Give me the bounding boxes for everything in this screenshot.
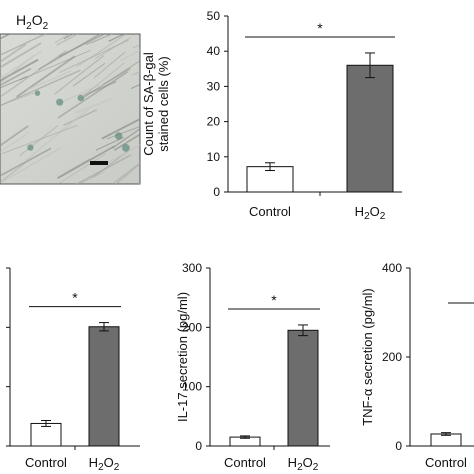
micrograph-panel (0, 33, 141, 185)
fiber-stroke (93, 51, 126, 79)
y-tick-label: 0 (213, 185, 220, 199)
fiber-stroke (101, 117, 140, 140)
fiber-stroke (85, 34, 114, 46)
y-tick-label: 20 (207, 115, 221, 129)
fiber-stroke (120, 49, 140, 61)
fiber-stroke (0, 147, 62, 184)
category-label: Control (25, 455, 67, 470)
y-tick-label: 0 (395, 439, 402, 453)
fiber-stroke (0, 34, 12, 40)
micrograph-label: H2O2 (16, 12, 49, 32)
fiber-stroke (63, 109, 98, 126)
fiber-stroke (0, 69, 81, 107)
fiber-stroke (0, 92, 35, 106)
fiber-stroke (0, 34, 47, 56)
fiber-stroke (58, 39, 129, 74)
fiber-stroke (0, 43, 27, 64)
chart-tnfa: 0 200 400 Control TNF-α secretion (pg/ml) (360, 261, 474, 470)
cell-fiber-texture (0, 34, 140, 184)
y-tick-label: 30 (207, 79, 221, 93)
fiber-stroke (0, 50, 43, 80)
significance-star: * (271, 292, 277, 308)
fiber-stroke (0, 42, 42, 69)
fiber-stroke (112, 128, 140, 149)
bar-h2o2 (287, 329, 319, 447)
y-tick-label: 10 (207, 150, 221, 164)
bar-h2o2 (346, 64, 394, 193)
chart-sa-gal: 0 10 20 30 40 50 Control H2O2 * Count of SA-β-gal… (141, 9, 402, 222)
significance-star: * (72, 290, 78, 306)
fiber-stroke (74, 97, 114, 114)
fiber-stroke (107, 144, 140, 164)
fiber-stroke (25, 107, 90, 162)
stained-cell-dot (114, 132, 123, 140)
fiber-stroke (132, 70, 140, 76)
fiber-stroke (19, 125, 58, 157)
fiber-stroke (54, 55, 105, 95)
fiber-stroke (86, 62, 125, 94)
chart-il17: 0 100 200 300 Control H2O2 * IL-17 secretion (p… (175, 261, 330, 473)
stained-cell-dot (56, 98, 64, 106)
category-label: Control (425, 455, 467, 470)
y-tick-label: 200 (382, 350, 402, 364)
fiber-stroke (57, 71, 129, 119)
y-axis-label: Count of SA-β-gal (141, 52, 156, 156)
y-axis-label: TNF-α secretion (pg/ml) (360, 288, 375, 426)
fiber-stroke (58, 34, 107, 58)
stained-cell-dot (122, 143, 130, 152)
fiber-stroke (57, 145, 115, 180)
fiber-stroke (63, 34, 74, 40)
fiber-stroke (130, 83, 140, 90)
category-label: H2O2 (288, 455, 319, 473)
fiber-stroke (56, 34, 80, 46)
stained-cell-dot (77, 94, 85, 102)
fiber-stroke (56, 85, 99, 106)
fiber-stroke (113, 133, 140, 151)
scale-bar (90, 161, 108, 165)
category-label: H2O2 (89, 455, 120, 473)
y-tick-label: 100 (182, 380, 202, 394)
y-axis-label: stained cells (%) (156, 56, 171, 151)
fiber-stroke (78, 171, 106, 184)
fiber-stroke (75, 154, 132, 184)
fiber-stroke (0, 159, 29, 184)
fiber-stroke (57, 153, 106, 184)
fiber-stroke (0, 132, 30, 153)
y-axis-label: IL-17 secretion (pg/ml) (175, 292, 190, 422)
fiber-stroke (0, 125, 29, 147)
bar-h2o2 (88, 326, 120, 447)
fiber-stroke (26, 69, 73, 91)
fiber-stroke (114, 162, 140, 184)
fiber-stroke (0, 147, 52, 177)
category-label: H2O2 (355, 204, 386, 222)
fiber-stroke (102, 67, 132, 85)
fiber-stroke (72, 62, 106, 87)
category-label: Control (224, 455, 266, 470)
fiber-stroke (0, 67, 32, 87)
fiber-stroke (111, 162, 140, 184)
significance-star: * (317, 20, 323, 36)
category-label: Control (249, 204, 291, 219)
y-tick-label: 400 (382, 261, 402, 275)
y-tick-label: 40 (207, 44, 221, 58)
fiber-stroke (0, 50, 67, 97)
stained-cell-dot (34, 90, 41, 96)
fiber-stroke (54, 34, 71, 44)
fiber-stroke (94, 36, 132, 59)
chart-partial-left: Control H2O2 * (6, 267, 140, 473)
fiber-stroke (16, 55, 76, 98)
y-tick-label: 300 (182, 261, 202, 275)
y-tick-label: 200 (182, 320, 202, 334)
fiber-stroke (58, 158, 91, 178)
y-tick-label: 0 (195, 439, 202, 453)
stained-cell-dot (27, 144, 34, 151)
fiber-stroke (0, 75, 28, 89)
fiber-stroke (1, 124, 78, 155)
y-tick-label: 50 (207, 9, 221, 23)
fiber-stroke (108, 34, 126, 42)
